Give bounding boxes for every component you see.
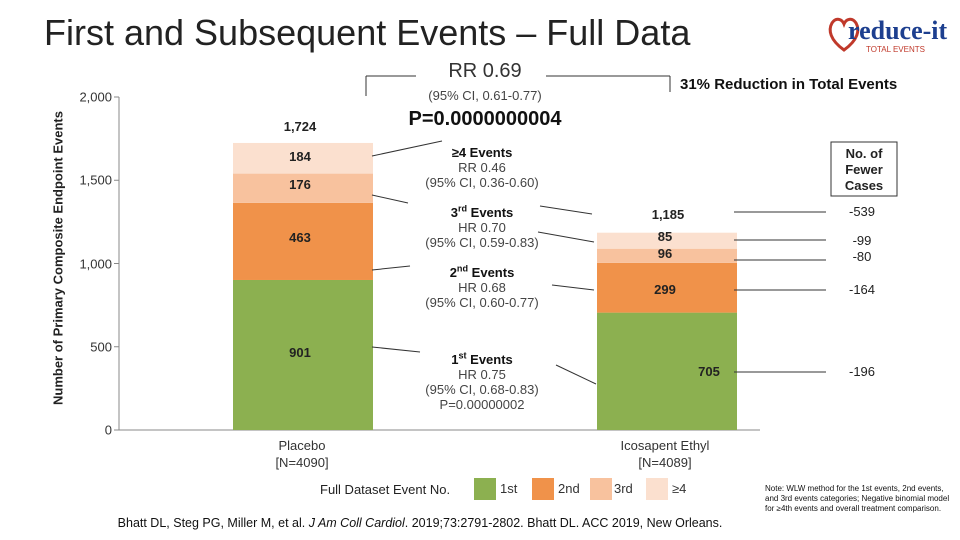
p-value-overall: P=0.0000000004 (408, 108, 562, 130)
logo: reduce-it TOTAL EVENTS (826, 12, 947, 58)
bar-placebo-2nd (233, 202, 373, 280)
fewer-3rd: -99 (852, 233, 872, 248)
bar-label-placebo-1st: 901 (289, 345, 311, 360)
bar-label-icosapent-2nd: 299 (654, 282, 676, 297)
stat-4-ci: (95% CI, 0.36-0.60) (425, 175, 539, 190)
reduction-label: 31% Reduction in Total Events (680, 76, 898, 93)
bar-icosapent-1st (597, 312, 737, 430)
x-label-placebo: Placebo [N=4090] (275, 438, 329, 470)
connector-4-right (539, 205, 593, 215)
stat-2nd-events: 2nd Events HR 0.68 (95% CI, 0.60-0.77) (425, 263, 539, 310)
bar-label-placebo-3rd: 176 (289, 177, 311, 192)
stat-2nd-ci: (95% CI, 0.60-0.77) (425, 295, 539, 310)
stat-4-value: RR 0.46 (458, 160, 506, 175)
fewer-1st: -196 (848, 364, 876, 379)
connector-3rd-right (537, 231, 595, 243)
y-tick-label: 1,500 (79, 172, 112, 188)
heart-icon (828, 17, 860, 52)
connector-3rd-left (371, 194, 409, 204)
stat-1st-ci: (95% CI, 0.68-0.83) (425, 382, 539, 397)
stat-1st-events: 1st Events HR 0.75 (95% CI, 0.68-0.83) P… (425, 350, 539, 412)
bar-label-placebo-4plus: 184 (289, 149, 311, 164)
bar-icosapent-2nd (597, 262, 737, 313)
bar-placebo-1st (233, 279, 373, 430)
fewer-cases-box (830, 141, 898, 197)
stat-1st-p: P=0.00000002 (439, 397, 525, 412)
stat-3rd-value: HR 0.70 (458, 220, 506, 235)
legend-label-2nd: 2nd (558, 481, 580, 496)
logo-subtitle: TOTAL EVENTS (866, 45, 925, 54)
y-tick-label: 500 (90, 339, 112, 355)
legend-swatch-3rd (590, 478, 612, 500)
fewer-2nd-small: -80 (852, 249, 872, 264)
total-label-icosapent: 1,185 (652, 207, 685, 222)
stat-3rd-events: 3rd Events HR 0.70 (95% CI, 0.59-0.83) (425, 203, 539, 250)
connector-2nd-right (551, 284, 595, 291)
bar-label-icosapent-4plus: 96 (658, 246, 672, 261)
bar-icosapent-4plus (597, 232, 737, 249)
connector-2nd-left (371, 265, 411, 271)
legend-title: Full Dataset Event No. (320, 482, 451, 497)
connector-1st-left (371, 346, 421, 353)
stat-3rd-head: 3rd Events (450, 203, 514, 220)
fewer-2nd: -164 (848, 282, 876, 297)
bar-label-placebo-2nd: 463 (289, 230, 311, 245)
rr-overall: RR 0.69 (448, 60, 522, 82)
connector-4-left (371, 140, 443, 157)
fewer-4: -539 (848, 204, 876, 219)
y-tick-label: 2,000 (79, 89, 112, 105)
stat-2nd-value: HR 0.68 (458, 280, 506, 295)
stat-1st-head: 1st Events (451, 350, 513, 367)
bar-icosapent-3rd (597, 248, 737, 263)
fewer-cases-header: No. of Fewer Cases (844, 146, 884, 193)
stat-4-events: ≥4 Events RR 0.46 (95% CI, 0.36-0.60) (425, 145, 538, 190)
connector-1st-right (555, 364, 597, 385)
ci-overall: (95% CI, 0.61-0.77) (428, 88, 542, 103)
y-tick-label: 0 (104, 422, 112, 438)
legend-swatch-1st (474, 478, 496, 500)
logo-text: reduce-it (848, 16, 948, 45)
bar-label-icosapent-1st: 705 (698, 364, 720, 379)
stat-4-head: ≥4 Events (451, 145, 513, 160)
bar-placebo-4plus (233, 142, 373, 174)
total-label-placebo: 1,724 (284, 119, 317, 134)
legend-swatch-2nd (532, 478, 554, 500)
y-tick-label: 1,000 (79, 256, 112, 271)
legend-swatch-4 (646, 478, 668, 500)
stat-3rd-ci: (95% CI, 0.59-0.83) (425, 235, 539, 250)
bar-placebo-3rd (233, 173, 373, 203)
x-label-icosapent: Icosapent Ethyl [N=4089] (620, 438, 710, 470)
legend-label-1st: 1st (500, 481, 518, 496)
page-title: First and Subsequent Events – Full Data (44, 12, 691, 53)
citation: Bhatt DL, Steg PG, Miller M, et al. J Am… (117, 516, 723, 530)
legend-label-3rd: 3rd (614, 481, 633, 496)
stat-2nd-head: 2nd Events (449, 263, 515, 280)
stat-1st-value: HR 0.75 (458, 367, 506, 382)
bar-label-icosapent-3rd: 85 (658, 229, 672, 244)
footnote: Note: WLW method for the 1st events, 2nd… (765, 484, 950, 513)
legend-label-4: ≥4 (672, 481, 687, 496)
